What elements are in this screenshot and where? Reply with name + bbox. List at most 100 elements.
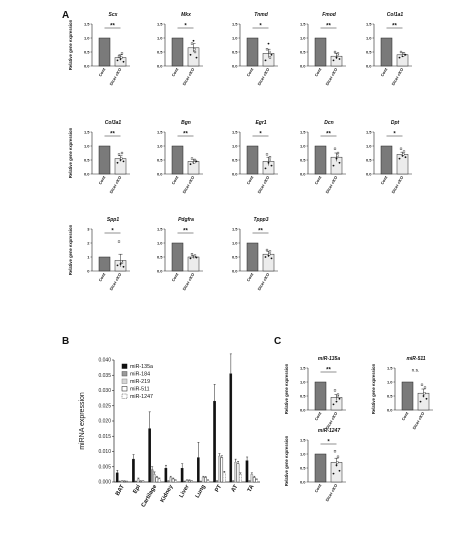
y-tick-label: 0.5 [232,254,238,259]
bar-miR-135a [148,428,151,483]
bar-miR-184 [183,481,186,483]
y-tick-label: 1 [87,254,90,259]
x-tick-label: Cont [97,66,106,77]
bar-miR-184 [199,481,203,483]
bar-miR-219 [120,480,124,483]
bar [314,37,327,67]
y-tick-label: 0.0 [300,171,306,176]
bar-miR-184 [248,480,251,483]
x-tick-label: Dicer cKO [256,67,270,86]
x-tick-label: Dicer cKO [108,272,122,291]
data-point [267,42,270,45]
bar [314,145,327,175]
legend-label: miR-1247 [130,394,153,400]
bar-miR-135a [213,400,216,483]
data-point [189,53,192,56]
data-point [117,55,121,58]
x-tick-label: Dicer cKO [256,175,270,194]
gene-chart-c1: miR-511 0.0 0.5 1.0 1.5 Relative gene express… [371,356,433,430]
data-point [402,54,405,57]
bar-miR-1247 [222,472,226,483]
panel-label-c: C [274,336,281,347]
x-tick-label: Kidney [160,483,175,503]
significance-label: ** [326,23,331,29]
data-point [193,161,196,164]
bar-miR-135a [132,458,135,483]
data-point [332,59,335,62]
y-tick-label: 1.5 [232,226,238,231]
data-point [122,265,125,268]
bar-miR-511 [187,480,191,483]
y-tick-label: 1.5 [232,21,238,26]
y-tick-label: 0.025 [98,403,111,409]
x-tick-label: Cont [313,482,322,493]
y-axis-label: Relative gene expression [371,363,376,414]
y-tick-label: 1.0 [232,35,238,40]
gene-title: Egr1 [255,120,266,126]
x-tick-label: Dicer cKO [411,411,425,430]
y-tick-label: 0.0 [232,171,238,176]
significance-label: n.s. [412,369,420,374]
y-tick-label: 1.0 [366,143,372,148]
bar [314,453,327,483]
bar [246,242,259,272]
bar [171,145,184,175]
data-point [195,160,198,163]
data-point [420,383,424,386]
gene-chart-5: Col3a1 0.0 0.5 1.0 1.5 Relative gene expressi… [68,120,130,194]
y-tick-label: 0.5 [84,157,90,162]
bar [187,256,200,272]
data-point [264,59,267,62]
data-point [336,151,340,155]
data-point [336,455,340,458]
y-tick-label: 0.0 [300,407,306,412]
x-tick-label: Dicer cKO [181,67,195,86]
y-axis-label: Relative gene expression [68,127,73,178]
y-tick-label: 1.5 [232,129,238,134]
data-point [398,56,401,59]
data-point [189,163,192,166]
y-tick-label: 0.0 [387,407,393,412]
y-tick-label: 1.5 [300,365,306,370]
y-tick-label: 3 [87,226,90,231]
significance-label: * [259,23,262,29]
data-point [195,56,198,59]
y-tick-label: 0.0 [84,63,90,68]
legend-swatch [121,386,128,392]
gene-chart-8: Dcn 0.0 0.5 1.0 1.5 Cont Dicer cKO ** [300,120,346,194]
y-tick-label: 1.0 [300,451,306,456]
x-tick-label: Cont [170,271,179,282]
data-point [333,389,337,392]
data-point [422,395,425,397]
data-point [399,50,403,54]
data-point [122,60,125,63]
x-tick-label: Cont [170,66,179,77]
gene-chart-10: Spp1 0 1 2 3 Relative gene expression Cont Dice… [68,217,130,291]
significance-label: * [393,131,396,137]
y-tick-label: 0.000 [98,480,111,486]
gene-title: miR-135a [318,356,340,362]
data-point [120,157,123,160]
data-point [264,167,267,170]
bar [314,381,327,411]
bar-miR-219 [234,461,237,483]
panel-b-chart: 0.000 0.005 0.010 0.015 0.020 0.025 0.030 0.035… [79,353,260,508]
data-point [193,50,197,54]
x-tick-label: Lung [195,484,208,500]
data-point [116,264,119,267]
data-point [423,392,426,395]
y-tick-label: 1.5 [387,365,393,370]
x-tick-label: Dicer cKO [181,175,195,194]
y-tick-label: 1.0 [300,379,306,384]
bar-miR-184 [118,481,121,483]
data-point [270,257,273,260]
x-tick-label: TA [247,483,256,493]
y-tick-label: 1.0 [300,143,306,148]
bar-miR-511 [155,477,159,483]
gene-chart-c0: miR-135a 0.0 0.5 1.0 1.5 Relative gene expres… [284,356,346,430]
x-tick-label: Cont [313,174,322,185]
data-point [190,157,194,160]
bar-miR-1247 [174,480,177,483]
x-tick-label: Dicer cKO [390,67,404,86]
gene-chart-3: Fmod 0.0 0.5 1.0 1.5 Cont Dicer cKO ** [300,12,346,86]
